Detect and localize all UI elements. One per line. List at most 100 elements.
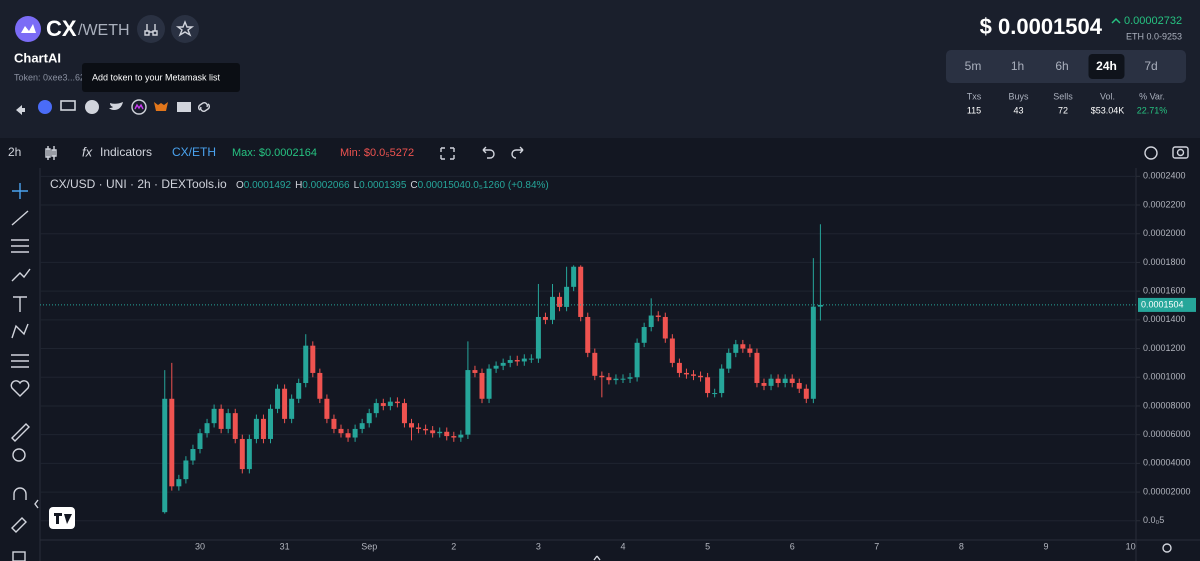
candle-body: [317, 372, 323, 399]
timeframe-button[interactable]: 5m: [965, 59, 982, 73]
brush-tool[interactable]: [11, 268, 31, 282]
candle-body: [303, 345, 309, 383]
candle-body: [437, 431, 443, 434]
chart-title: CX/USD · UNI · 2h · DEXTools.io: [50, 177, 227, 191]
pattern-tool[interactable]: [11, 323, 29, 339]
candle-body: [218, 408, 224, 429]
candle-body: [331, 418, 337, 429]
redo-icon[interactable]: [511, 146, 524, 159]
candle-body: [211, 408, 217, 424]
fullscreen-icon[interactable]: [440, 147, 455, 160]
candle-body: [620, 378, 626, 380]
ohlc-value: 0.0001395: [359, 180, 407, 191]
chart-type-icon[interactable]: [45, 146, 57, 160]
mail-icon[interactable]: [177, 102, 191, 112]
scroll-indicator[interactable]: [593, 555, 601, 561]
screenshot-icon[interactable]: [1172, 146, 1189, 159]
ohlc-value: 0.0002066: [302, 180, 350, 191]
ohlc-key: H: [295, 180, 302, 191]
stat-value: $53.04K: [1091, 105, 1125, 115]
candle-body: [571, 266, 577, 287]
candle-body: [550, 296, 555, 320]
y-tick-label: 0.0001600: [1143, 286, 1186, 296]
coin-icon[interactable]: [131, 99, 147, 115]
pair-toggle[interactable]: CX/ETH: [172, 145, 216, 159]
candle-body: [648, 315, 654, 328]
link-icon[interactable]: [198, 102, 210, 112]
share-icon[interactable]: [16, 105, 25, 115]
stat-label: Sells: [1053, 91, 1073, 101]
candle-body: [761, 382, 767, 386]
candle-body: [310, 345, 316, 373]
timeframe-button[interactable]: 1h: [1011, 59, 1024, 73]
candle-body: [507, 360, 513, 363]
magnet-tool[interactable]: [13, 487, 27, 500]
candle-body: [627, 377, 633, 379]
candle-body: [169, 398, 175, 487]
candle-body: [275, 388, 281, 409]
axis-settings[interactable]: [1162, 543, 1172, 553]
candle-body: [564, 286, 570, 307]
metamask-icon[interactable]: [154, 102, 168, 111]
timeframe-button[interactable]: 7d: [1144, 59, 1157, 73]
ohlc-value: 0.0₅1260 (+0.84%): [465, 180, 549, 191]
x-tick-label: 8: [959, 541, 964, 551]
x-tick-label: 5: [705, 541, 710, 551]
candle-body: [458, 434, 464, 438]
settings-icon[interactable]: [1144, 146, 1158, 160]
favorite-button[interactable]: [171, 15, 199, 43]
candle-body: [416, 427, 422, 429]
candle-body: [542, 316, 548, 320]
prediction-tool[interactable]: [11, 354, 29, 368]
candle-body: [486, 368, 492, 399]
stat-value: 43: [1013, 105, 1023, 115]
x-tick-label: Sep: [361, 541, 377, 551]
interval-button[interactable]: 2h: [8, 145, 21, 159]
tooltip-text: Add token to your Metamask list: [92, 72, 221, 82]
twitter-icon[interactable]: [109, 102, 123, 110]
trendline-tool[interactable]: [11, 210, 29, 226]
candle-body: [352, 428, 358, 438]
fib-tool[interactable]: [11, 239, 29, 253]
collapse-tools[interactable]: [34, 499, 39, 509]
candle-body: [493, 365, 499, 369]
candle-body: [282, 388, 288, 419]
undo-icon[interactable]: [482, 146, 495, 159]
indicators-button[interactable]: Indicators: [100, 145, 152, 159]
candle-body: [521, 358, 527, 362]
timeframe-button[interactable]: 6h: [1055, 59, 1068, 73]
measure-tool[interactable]: [11, 423, 30, 442]
x-tick-label: 30: [195, 541, 205, 551]
etherscan-icon[interactable]: [38, 100, 52, 114]
ohlc-key: C: [410, 180, 417, 191]
tooltip: [82, 63, 240, 92]
lock-drawing-tool[interactable]: [11, 517, 27, 533]
telegram-icon[interactable]: [85, 100, 99, 114]
candle-body: [366, 413, 372, 424]
stat-label: Buys: [1008, 91, 1029, 101]
crosshair-tool[interactable]: [12, 183, 28, 199]
binoculars-button[interactable]: [137, 15, 165, 43]
candle-body: [528, 358, 534, 360]
y-tick-label: 0.00006000: [1143, 429, 1191, 439]
y-tick-label: 0.0001800: [1143, 257, 1186, 267]
favorites-tool[interactable]: [10, 380, 30, 397]
website-icon[interactable]: [60, 100, 76, 111]
lock-tool[interactable]: [12, 551, 26, 561]
candle-body: [176, 479, 182, 487]
stat-value: 72: [1058, 105, 1068, 115]
candle-body: [204, 423, 210, 434]
candle-body: [500, 362, 506, 366]
candle-body: [409, 423, 414, 428]
timeframe-button[interactable]: 24h: [1096, 59, 1117, 73]
x-tick-label: 7: [874, 541, 879, 551]
candle-body: [472, 370, 478, 373]
y-tick-label: 0.0001400: [1143, 314, 1186, 324]
zoom-tool[interactable]: [12, 448, 26, 462]
text-tool[interactable]: [13, 296, 27, 312]
candle-body: [789, 378, 795, 383]
plot: 0.0002400 0.0002200 0.0002000 0.0001800 0.00…: [40, 171, 1196, 551]
candle-body: [345, 433, 351, 438]
x-tick-label: 31: [280, 541, 290, 551]
y-tick-label: 0.0001200: [1143, 343, 1186, 353]
